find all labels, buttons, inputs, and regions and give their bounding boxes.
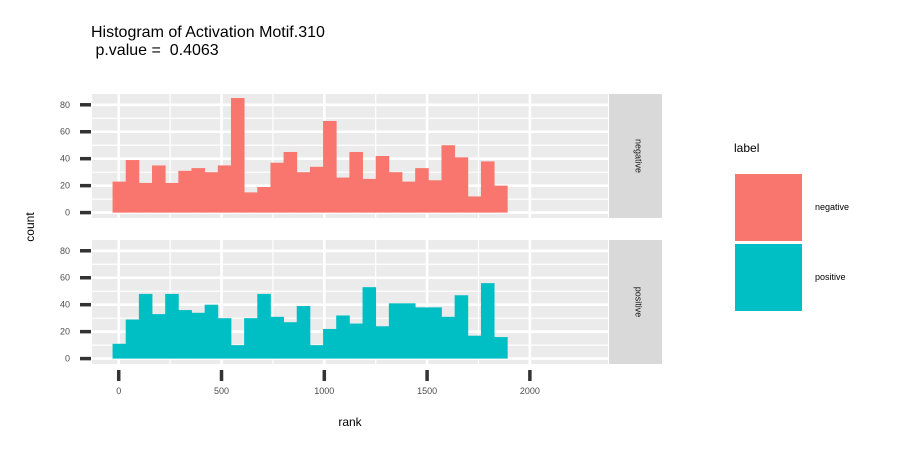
y-tick-label: 80	[60, 246, 70, 256]
bar-positive	[402, 303, 416, 359]
bar-negative	[270, 162, 284, 213]
bar-negative	[375, 156, 390, 213]
y-axis-title: count	[23, 212, 37, 242]
bar-negative	[283, 151, 298, 213]
bar-positive	[270, 316, 284, 359]
chart-title-line1: Histogram of Activation Motif.310	[91, 24, 325, 41]
x-tick-label: 1000	[314, 386, 334, 396]
bar-negative	[138, 182, 153, 213]
y-tick-label: 60	[60, 127, 70, 137]
bar-positive	[257, 293, 271, 359]
bar-negative	[415, 168, 429, 213]
x-axis: 0 500 1000 1500 2000	[116, 370, 540, 396]
bar-positive	[283, 322, 298, 359]
bar-positive	[480, 283, 495, 359]
legend-label-negative: negative	[815, 202, 849, 212]
y-tick-label: 20	[60, 327, 70, 337]
panel-positive: 0 20 40 60 80 positive	[60, 240, 662, 364]
facet-panels: 0 20 40 60 80 negative 0 20 40 60 80 positive	[60, 94, 662, 364]
bar-positive	[244, 318, 258, 359]
bar-positive	[152, 314, 166, 359]
x-tick-label: 2000	[520, 386, 540, 396]
panel-negative: 0 20 40 60 80 negative	[60, 94, 662, 218]
legend-key-positive	[735, 244, 802, 311]
bar-negative	[125, 160, 140, 213]
bar-positive	[191, 312, 206, 359]
bar-negative	[428, 180, 442, 213]
bar-positive	[230, 345, 245, 359]
bar-negative	[467, 196, 482, 213]
bar-positive	[441, 316, 456, 359]
bar-negative	[257, 187, 271, 213]
bar-positive	[178, 310, 192, 359]
bar-negative	[112, 181, 127, 213]
bar-negative	[204, 172, 219, 213]
legend-label-positive: positive	[815, 272, 846, 282]
y-tick-label: 60	[60, 273, 70, 283]
bar-positive	[112, 343, 127, 359]
y-tick-label: 80	[60, 100, 70, 110]
bar-negative	[454, 157, 469, 213]
facet-strip-label: positive	[634, 287, 644, 318]
bar-positive	[428, 307, 442, 359]
bar-positive	[309, 345, 324, 359]
bar-positive	[125, 319, 140, 359]
y-tick-label: 40	[60, 154, 70, 164]
bar-negative	[494, 185, 508, 213]
facet-strip	[609, 240, 662, 364]
y-tick-label: 20	[60, 181, 70, 191]
bar-positive	[349, 323, 363, 359]
bar-negative	[402, 181, 416, 213]
bar-negative	[191, 168, 206, 213]
x-tick-label: 0	[116, 386, 121, 396]
bar-positive	[467, 335, 482, 359]
bar-negative	[152, 165, 166, 213]
bar-positive	[362, 287, 377, 359]
y-tick-label: 40	[60, 300, 70, 310]
bar-negative	[165, 182, 179, 213]
facet-strip-label: negative	[634, 139, 644, 173]
bar-negative	[309, 166, 324, 213]
bar-positive	[323, 328, 337, 359]
bar-positive	[388, 303, 403, 359]
bar-negative	[362, 178, 377, 213]
bar-negative	[349, 151, 363, 213]
legend-key-negative	[735, 174, 802, 241]
bar-negative	[296, 172, 311, 213]
legend: label negative positive	[734, 141, 849, 311]
bar-positive	[296, 306, 311, 359]
bar-negative	[217, 165, 232, 213]
bar-negative	[244, 192, 258, 213]
bar-negative	[336, 177, 350, 213]
bar-negative	[230, 98, 245, 213]
y-tick-label: 0	[65, 208, 70, 218]
bar-positive	[204, 304, 219, 359]
bar-positive	[217, 318, 232, 359]
chart-title-line2: p.value = 0.4063	[91, 42, 219, 59]
bar-negative	[323, 120, 337, 213]
bar-negative	[388, 172, 403, 213]
x-tick-label: 500	[214, 386, 229, 396]
x-tick-label: 1500	[417, 386, 437, 396]
bar-positive	[336, 315, 350, 359]
bar-positive	[454, 295, 469, 359]
bar-positive	[375, 326, 390, 359]
bar-positive	[165, 293, 179, 359]
y-tick-label: 0	[65, 354, 70, 364]
x-axis-title: rank	[338, 415, 362, 429]
bar-negative	[178, 170, 192, 213]
bar-positive	[494, 337, 508, 359]
bar-positive	[415, 307, 429, 359]
bar-positive	[138, 293, 153, 359]
legend-title: label	[734, 141, 759, 155]
facet-strip	[609, 94, 662, 218]
bar-negative	[441, 145, 456, 213]
bar-negative	[480, 161, 495, 213]
